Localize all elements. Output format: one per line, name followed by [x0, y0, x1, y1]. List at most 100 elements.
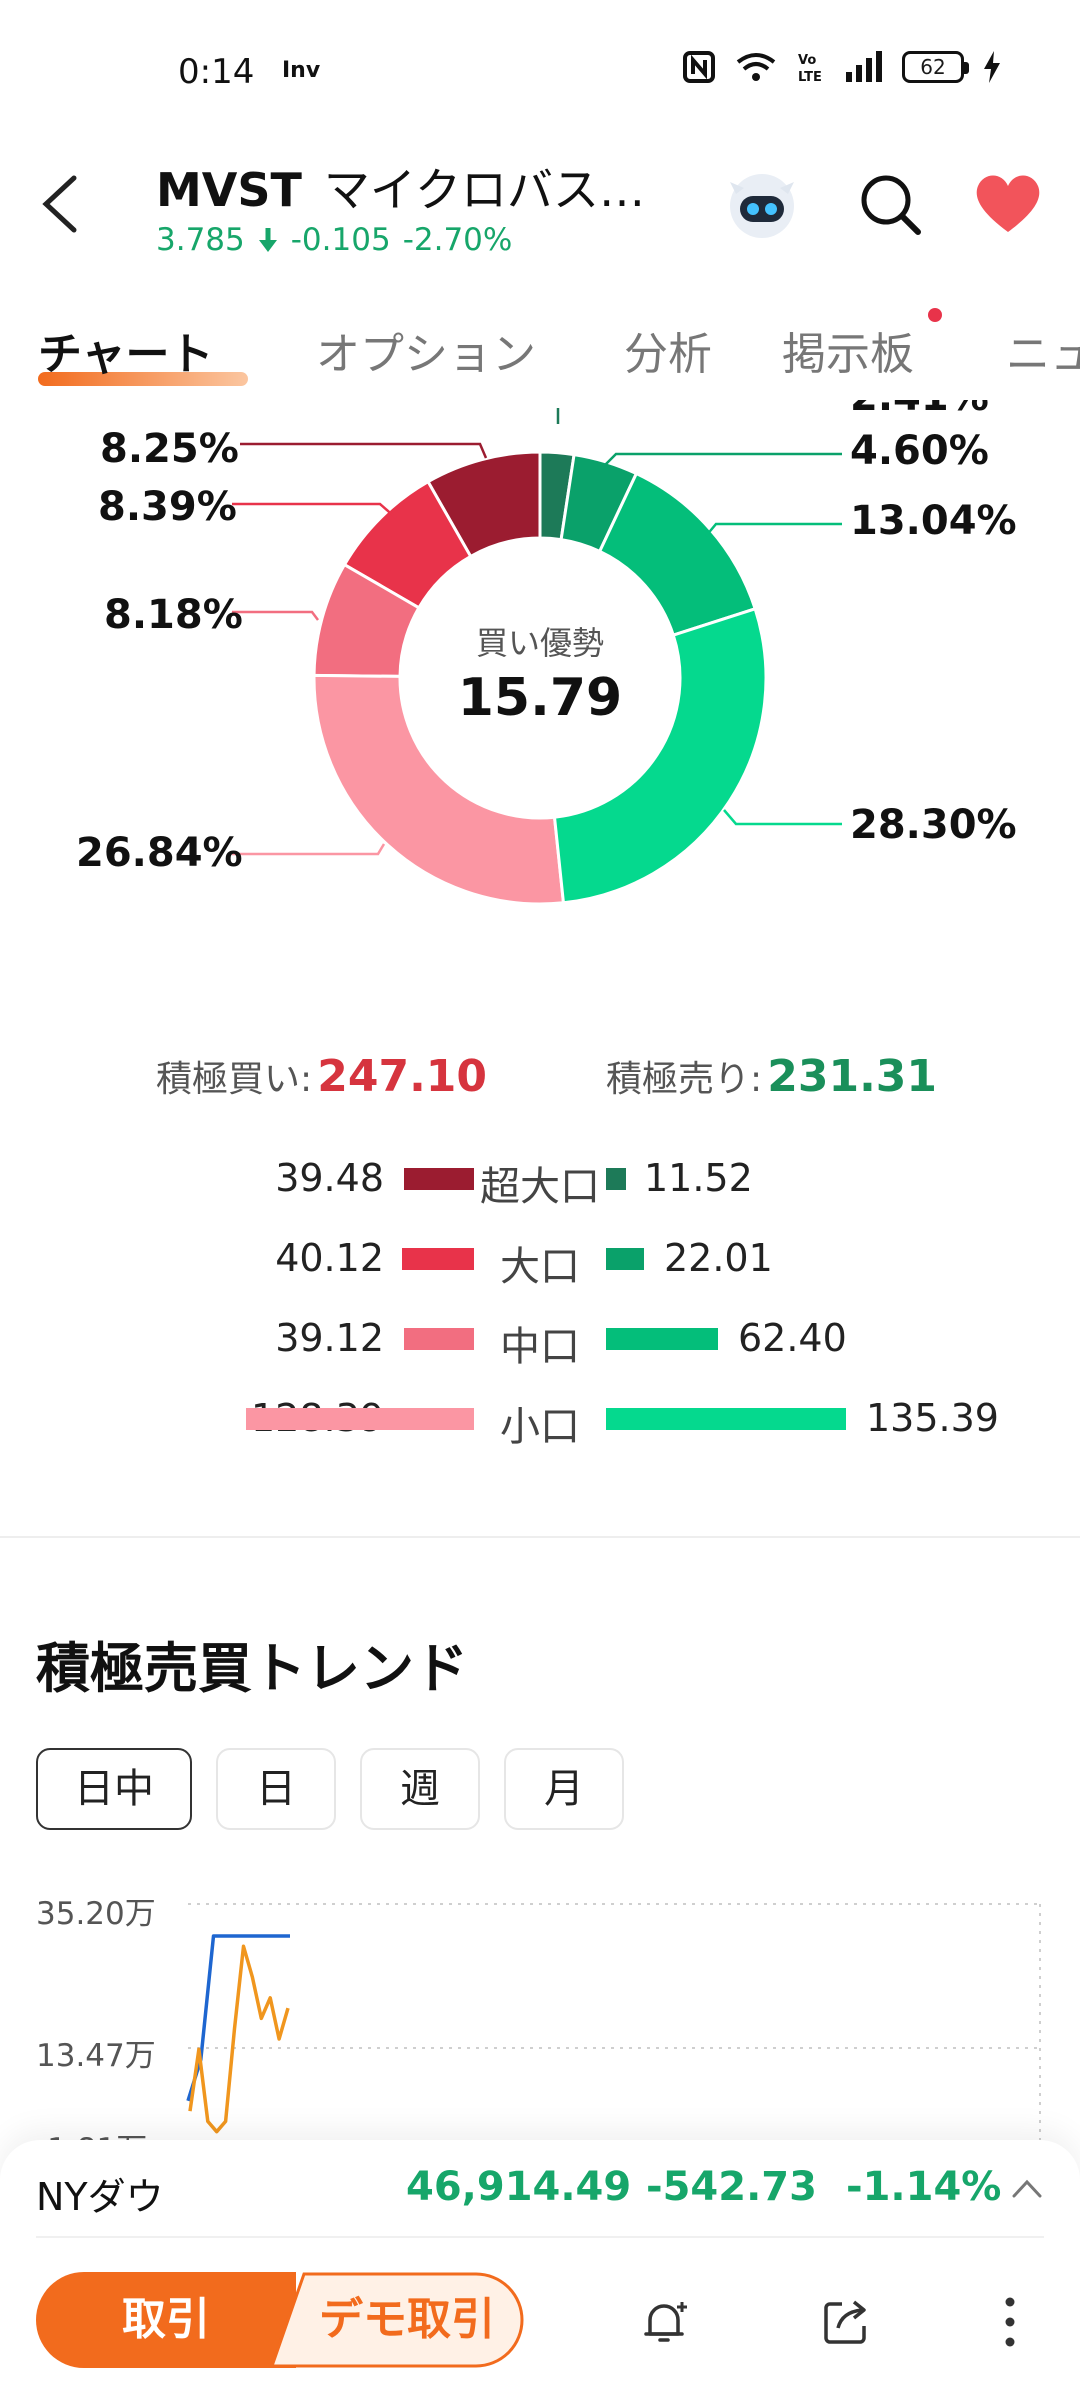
flow-buy-bar	[404, 1328, 474, 1350]
tab-chart[interactable]: チャート	[38, 329, 214, 380]
y-tick-top: 35.20万	[36, 1896, 156, 1932]
sell-total-label: 積極売り:	[606, 1059, 763, 1100]
index-change-pct: -1.14%	[846, 2164, 1002, 2210]
leader-line-medium-sell	[705, 522, 842, 537]
stock-name: マイクロバス…	[323, 163, 645, 217]
period-day-button[interactable]: 日	[216, 1748, 336, 1830]
stock-price: 3.785	[156, 222, 245, 258]
pct-label-super-large-sell: 2.41%	[850, 400, 989, 420]
capital-flow-donut: 買い優勢 15.79 8.25% 8.39% 8.18% 26.84% 28.3…	[0, 400, 1080, 960]
flow-row-small: 128.39 小口 135.39	[0, 1388, 1080, 1450]
trend-series-0	[186, 1934, 290, 2102]
search-icon[interactable]	[854, 168, 926, 240]
stock-change: -0.105	[290, 222, 391, 258]
leader-line-large-sell	[603, 452, 842, 467]
flow-sell-bar	[606, 1248, 644, 1270]
flow-category: 小口	[500, 1404, 580, 1450]
demo-trade-button[interactable]: デモ取引	[319, 2294, 495, 2345]
leader-line-medium-buy	[232, 610, 319, 621]
status-icons: Vo LTE 62	[682, 50, 1002, 84]
trend-series-1	[188, 1944, 290, 2134]
stock-ticker: MVST	[156, 163, 302, 217]
flow-buy-value: 40.12	[275, 1236, 384, 1280]
svg-text:LTE: LTE	[798, 70, 822, 84]
pct-label-large-buy: 8.39%	[98, 484, 237, 530]
flow-sell-value: 135.39	[866, 1396, 999, 1440]
flow-sell-value: 62.40	[738, 1316, 847, 1360]
buy-total-value: 247.10	[317, 1051, 488, 1102]
pct-label-medium-sell: 13.04%	[850, 498, 1017, 544]
back-arrow-icon[interactable]	[30, 164, 90, 244]
tab-news[interactable]: ニュ	[1006, 329, 1080, 380]
flow-sell-value: 22.01	[664, 1236, 773, 1280]
svg-text:Vo: Vo	[798, 53, 816, 68]
flow-row-super-large: 39.48 超大口 11.52	[0, 1148, 1080, 1210]
donut-chart	[232, 408, 842, 906]
favorite-heart-icon[interactable]	[970, 166, 1046, 242]
stock-title: MVST マイクロバス…	[156, 154, 645, 220]
wifi-icon	[736, 53, 776, 81]
index-name: NYダウ	[36, 2175, 164, 2219]
flow-buy-bar	[402, 1248, 474, 1270]
trend-title: 積極売買トレンド	[36, 1637, 468, 1700]
flow-buy-value: 39.12	[275, 1316, 384, 1360]
stock-quote: 3.785 -0.105 -2.70%	[156, 222, 512, 258]
buy-total-label: 積極買い:	[156, 1059, 313, 1100]
index-ticker-bar[interactable]: NYダウ 46,914.49 -542.73 -1.14%	[0, 2140, 1080, 2240]
sell-total-value: 231.31	[767, 1051, 938, 1102]
tab-analysis[interactable]: 分析	[624, 329, 712, 380]
flow-sell-bar	[606, 1328, 718, 1350]
tab-board[interactable]: 掲示板	[782, 329, 914, 380]
leader-line-small-buy	[232, 843, 386, 856]
bottom-divider	[36, 2236, 1044, 2238]
pct-label-super-large-buy: 8.25%	[100, 426, 239, 472]
leader-line-small-sell	[723, 809, 842, 826]
status-bar: 0:14 Inv Vo LTE 62	[0, 0, 1080, 140]
period-intraday-button[interactable]: 日中	[36, 1748, 192, 1830]
flow-sell-bar	[606, 1408, 846, 1430]
alert-bell-icon[interactable]	[640, 2296, 692, 2348]
notification-dot	[928, 308, 942, 322]
battery-indicator: 62	[902, 51, 969, 83]
leader-line-super-large-buy	[240, 442, 488, 459]
flow-row-large: 40.12 大口 22.01	[0, 1228, 1080, 1290]
pct-label-small-sell: 28.30%	[850, 802, 1017, 848]
stock-change-pct: -2.70%	[402, 222, 513, 258]
ai-robot-icon[interactable]	[722, 164, 802, 244]
share-icon[interactable]	[820, 2296, 872, 2348]
charging-icon	[984, 51, 1000, 83]
flow-buy-value: 39.48	[275, 1156, 384, 1200]
flow-sell-value: 11.52	[644, 1156, 753, 1200]
buy-total: 積極買い: 247.10	[156, 1050, 487, 1102]
donut-center-label: 買い優勢	[475, 624, 604, 662]
status-app-icon: Inv	[282, 58, 321, 83]
donut-center-value: 15.79	[457, 668, 623, 728]
tab-active-underline	[38, 372, 248, 386]
chevron-up-icon[interactable]	[1010, 2176, 1044, 2200]
tab-bar: チャート オプション 分析 掲示板 ニュ	[0, 300, 1080, 400]
sell-total: 積極売り: 231.31	[606, 1050, 937, 1102]
down-arrow-icon	[258, 228, 277, 252]
flow-buy-bar	[246, 1408, 474, 1430]
donut-slice-small-buy	[312, 673, 566, 906]
flow-buy-bar	[404, 1168, 474, 1190]
flow-category: 大口	[500, 1244, 580, 1290]
donut-slice-small-sell	[552, 606, 768, 905]
pct-label-medium-buy: 8.18%	[104, 592, 243, 638]
period-week-button[interactable]: 週	[360, 1748, 480, 1830]
stock-header: MVST マイクロバス… 3.785 -0.105 -2.70%	[0, 140, 1080, 280]
index-value: 46,914.49	[406, 2164, 632, 2210]
y-tick-mid: 13.47万	[36, 2038, 156, 2074]
action-bar: 取引 デモ取引	[0, 2240, 1080, 2400]
period-month-button[interactable]: 月	[504, 1748, 624, 1830]
signal-icon	[846, 51, 882, 82]
leader-line-large-buy	[232, 502, 397, 519]
demo-trade-button-shape	[270, 2272, 524, 2368]
tab-options[interactable]: オプション	[316, 329, 536, 380]
trade-button[interactable]: 取引	[36, 2272, 296, 2368]
flow-totals: 積極買い: 247.10 積極売り: 231.31	[0, 1050, 1080, 1110]
more-options-icon[interactable]	[1000, 2296, 1020, 2348]
section-divider	[0, 1536, 1080, 1538]
flow-row-medium: 39.12 中口 62.40	[0, 1308, 1080, 1370]
status-time: 0:14	[178, 52, 255, 92]
